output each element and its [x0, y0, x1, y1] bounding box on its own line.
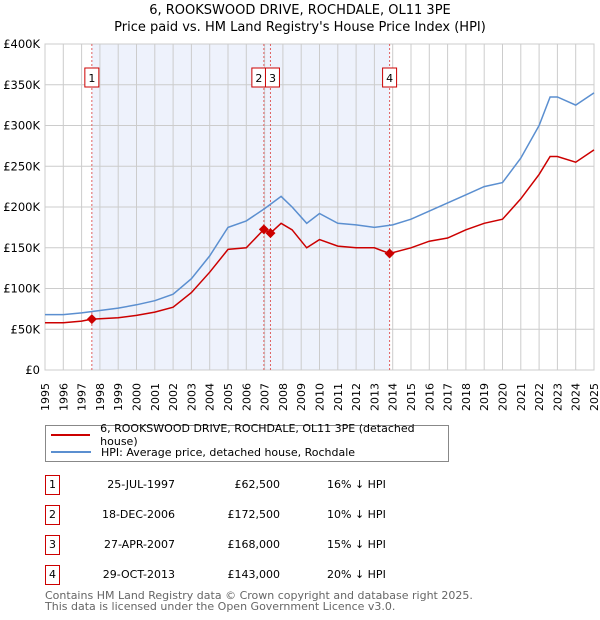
sale-row: 1 25-JUL-1997 £62,500 16% ↓ HPI	[45, 475, 465, 495]
y-tick-label: £100K	[3, 282, 40, 296]
legend-item-hpi: HPI: Average price, detached house, Roch…	[46, 444, 355, 460]
y-tick-label: £400K	[3, 37, 40, 51]
sale-label-box	[382, 67, 398, 88]
price-chart: 1995 1996 1997 1998 1999 2000 2001 2002 2003 2004…	[3, 37, 600, 411]
x-tick-label: 2010	[314, 383, 327, 411]
series-line-property	[45, 149, 595, 324]
sale-number-badge: 1	[45, 475, 60, 495]
x-tick-label: 2016	[423, 383, 436, 411]
x-tick-label: 2022	[533, 383, 546, 411]
legend-swatch-property	[51, 434, 91, 436]
legend-label-property: 6, ROOKSWOOD DRIVE, ROCHDALE, OL11 3PE (…	[100, 422, 415, 448]
x-tick-label: 2004	[204, 383, 217, 411]
sale-number-badge: 4	[45, 565, 60, 585]
sale-point	[86, 314, 97, 325]
sale-label-box	[84, 67, 100, 88]
chart-title: 6, ROOKSWOOD DRIVE, ROCHDALE, OL11 3PE	[149, 3, 451, 18]
legend: 6, ROOKSWOOD DRIVE, ROCHDALE, OL11 3PE (…	[45, 422, 449, 462]
x-tick-label: 2002	[167, 383, 180, 411]
sale-row: 4 29-OCT-2013 £143,000 20% ↓ HPI	[45, 565, 465, 585]
sale-date: 18-DEC-2006	[101, 508, 175, 521]
footer: Contains HM Land Registry data © Crown c…	[45, 590, 473, 612]
x-tick-label: 2007	[259, 383, 272, 411]
sale-label: 4	[386, 72, 393, 85]
sale-price: £62,500	[234, 478, 281, 491]
x-tick-label: 1995	[39, 383, 52, 411]
x-tick-label: 2003	[185, 383, 198, 411]
x-tick-label: 1997	[76, 383, 89, 411]
sale-price: £168,000	[227, 538, 281, 551]
x-tick-label: 2012	[350, 383, 363, 411]
plot-border	[44, 43, 595, 371]
x-tick-label: 2006	[240, 383, 253, 411]
x-tick-label: 2023	[551, 383, 564, 411]
sale-hpi-diff: 16% ↓ HPI	[327, 478, 386, 491]
x-tick-label: 1998	[94, 383, 107, 411]
y-tick-label: £150K	[3, 241, 40, 255]
x-tick-label: 1999	[112, 383, 125, 411]
y-tick-label: £0	[25, 363, 40, 377]
y-tick-label: £250K	[3, 159, 40, 173]
x-tick-label: 2013	[368, 383, 381, 411]
x-tick-label: 1996	[57, 383, 70, 411]
x-tick-label: 2017	[442, 383, 455, 411]
x-tick-label: 2011	[332, 383, 345, 411]
sale-point	[265, 228, 276, 239]
y-tick-label: £300K	[3, 119, 40, 133]
sale-number-badge: 3	[45, 535, 60, 555]
sale-date: 25-JUL-1997	[107, 478, 175, 491]
series-line-hpi	[45, 92, 595, 316]
x-tick-label: 2015	[405, 383, 418, 411]
x-tick-label: 2014	[387, 383, 400, 411]
legend-item-property: 6, ROOKSWOOD DRIVE, ROCHDALE, OL11 3PE (…	[46, 422, 448, 448]
sale-hpi-diff: 20% ↓ HPI	[327, 568, 386, 581]
sale-date: 27-APR-2007	[103, 538, 175, 551]
sale-label-box	[264, 67, 280, 88]
sale-price: £172,500	[227, 508, 281, 521]
sale-row: 3 27-APR-2007 £168,000 15% ↓ HPI	[45, 535, 465, 555]
sale-number-badge: 2	[45, 505, 60, 525]
y-tick-label: £200K	[3, 200, 40, 214]
sale-price: £143,000	[227, 568, 281, 581]
x-tick-label: 2000	[131, 383, 144, 411]
sale-hpi-diff: 15% ↓ HPI	[327, 538, 386, 551]
sale-point	[258, 224, 269, 235]
sale-label: 1	[88, 72, 95, 85]
y-tick-label: £50K	[11, 322, 41, 336]
sale-point	[384, 248, 395, 259]
x-tick-label: 2008	[277, 383, 290, 411]
x-tick-label: 2020	[497, 383, 510, 411]
x-tick-label: 2005	[222, 383, 235, 411]
footer-line-2: This data is licensed under the Open Gov…	[45, 600, 396, 613]
x-tick-label: 2018	[460, 383, 473, 411]
x-tick-label: 2024	[570, 383, 583, 411]
x-tick-label: 2009	[295, 383, 308, 411]
sale-row: 2 18-DEC-2006 £172,500 10% ↓ HPI	[45, 505, 465, 525]
sale-label: 3	[269, 72, 276, 85]
x-tick-label: 2021	[515, 383, 528, 411]
x-tick-label: 2019	[478, 383, 491, 411]
sale-label: 2	[255, 72, 262, 85]
y-tick-label: £350K	[3, 78, 40, 92]
sale-date: 29-OCT-2013	[102, 568, 175, 581]
x-tick-label: 2025	[588, 383, 600, 411]
sale-hpi-diff: 10% ↓ HPI	[327, 508, 386, 521]
legend-label-hpi: HPI: Average price, detached house, Roch…	[101, 445, 356, 459]
x-tick-label: 2001	[149, 383, 162, 411]
legend-swatch-hpi	[51, 451, 91, 453]
footer-line-1: Contains HM Land Registry data © Crown c…	[45, 589, 473, 602]
chart-subtitle: Price paid vs. HM Land Registry's House …	[114, 20, 486, 35]
